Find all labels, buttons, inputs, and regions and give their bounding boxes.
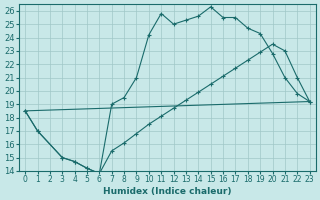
X-axis label: Humidex (Indice chaleur): Humidex (Indice chaleur) (103, 187, 232, 196)
